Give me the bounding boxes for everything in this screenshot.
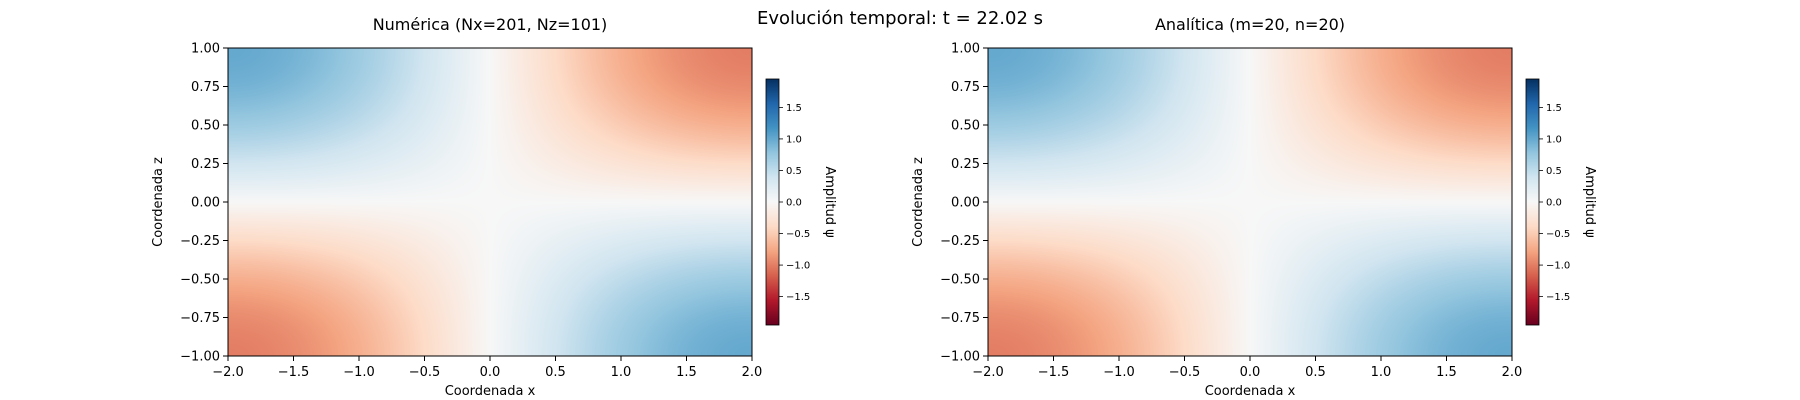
y-tick-label: −0.50 [940, 273, 980, 288]
y-tick-label: −0.25 [940, 234, 980, 249]
colorbar-tick-label: 1.0 [1546, 134, 1562, 145]
x-tick-label: −0.5 [409, 365, 441, 380]
x-tick-label: −1.0 [343, 365, 375, 380]
y-tick-label: −0.75 [180, 311, 220, 326]
y-tick-label: 1.00 [951, 42, 980, 57]
x-tick-label: 2.0 [1502, 365, 1523, 380]
x-tick-label: −2.0 [972, 365, 1004, 380]
x-tick-label: −1.0 [1103, 365, 1135, 380]
x-axis-label: Coordenada x [445, 384, 536, 399]
x-tick-label: 1.0 [1371, 365, 1392, 380]
colorbar-tick-label: 1.5 [1546, 103, 1562, 114]
panel-numerica: Numérica (Nx=201, Nz=101) −2.0 −1.5 −1.0 −0… [151, 15, 837, 399]
y-axis-label: Coordenada z [911, 157, 926, 247]
x-axis: −2.0 −1.5 −1.0 −0.5 0.0 0.5 1.0 1.5 2.0 [972, 356, 1522, 380]
y-tick-label: 0.50 [191, 119, 220, 134]
y-tick-label: −1.00 [180, 350, 220, 365]
x-axis: −2.0 −1.5 −1.0 −0.5 0.0 0.5 1.0 1.5 2.0 [212, 356, 762, 380]
colorbar [1525, 78, 1540, 326]
colorbar-tick-label: 0.5 [1546, 166, 1562, 177]
x-tick-label: 1.0 [611, 365, 632, 380]
x-tick-label: 0.0 [1240, 365, 1261, 380]
y-tick-label: 0.00 [951, 196, 980, 211]
x-tick-label: −0.5 [1169, 365, 1201, 380]
colorbar-tick-label: −1.0 [1546, 261, 1570, 272]
y-axis: 1.00 0.75 0.50 0.25 0.00 −0.25 −0.50 −0.75 −1.00 [940, 42, 988, 365]
y-tick-label: 0.25 [951, 157, 980, 172]
colorbar-tick-label: −0.5 [1546, 229, 1570, 240]
colorbar-tick-label: −0.5 [786, 229, 810, 240]
x-tick-label: 1.5 [676, 365, 697, 380]
x-tick-label: 0.5 [545, 365, 566, 380]
colorbar-tick-label: 1.5 [786, 103, 802, 114]
y-tick-label: 0.50 [951, 119, 980, 134]
colorbar [765, 78, 780, 326]
colorbar-ticks: 1.5 1.0 0.5 0.0 −0.5 −1.0 −1.5 [1539, 103, 1570, 303]
heatmap-image [988, 48, 1512, 356]
panel-title: Numérica (Nx=201, Nz=101) [373, 15, 608, 34]
colorbar-ticks: 1.5 1.0 0.5 0.0 −0.5 −1.0 −1.5 [779, 103, 810, 303]
colorbar-label: Amplitud ψ [822, 166, 837, 237]
y-tick-label: −0.75 [940, 311, 980, 326]
heatmap-image [228, 48, 752, 356]
colorbar-tick-label: 1.0 [786, 134, 802, 145]
y-tick-label: −1.00 [940, 350, 980, 365]
x-tick-label: 0.5 [1305, 365, 1326, 380]
x-tick-label: −2.0 [212, 365, 244, 380]
x-tick-label: −1.5 [1038, 365, 1070, 380]
y-tick-label: 0.25 [191, 157, 220, 172]
y-axis-label: Coordenada z [151, 157, 166, 247]
colorbar-tick-label: 0.0 [1546, 198, 1562, 209]
colorbar-tick-label: 0.5 [786, 166, 802, 177]
colorbar-tick-label: −1.5 [1546, 292, 1570, 303]
colorbar-label: Amplitud ψ [1582, 166, 1597, 237]
colorbar-tick-label: 0.0 [786, 198, 802, 209]
x-tick-label: 1.5 [1436, 365, 1457, 380]
x-tick-label: 0.0 [480, 365, 501, 380]
y-tick-label: 0.75 [191, 80, 220, 95]
colorbar-tick-label: −1.0 [786, 261, 810, 272]
panel-analitica: Analítica (m=20, n=20) −2.0 −1.5 −1.0 −0.5 0… [911, 15, 1597, 399]
y-tick-label: 0.75 [951, 80, 980, 95]
x-tick-label: 2.0 [742, 365, 763, 380]
x-tick-label: −1.5 [278, 365, 310, 380]
x-axis-label: Coordenada x [1205, 384, 1296, 399]
panel-title: Analítica (m=20, n=20) [1155, 15, 1345, 34]
y-axis: 1.00 0.75 0.50 0.25 0.00 −0.25 −0.50 −0.75 −1.00 [180, 42, 228, 365]
y-tick-label: 0.00 [191, 196, 220, 211]
y-tick-label: −0.25 [180, 234, 220, 249]
y-tick-label: −0.50 [180, 273, 220, 288]
colorbar-tick-label: −1.5 [786, 292, 810, 303]
figure-suptitle: Evolución temporal: t = 22.02 s [757, 8, 1043, 29]
y-tick-label: 1.00 [191, 42, 220, 57]
